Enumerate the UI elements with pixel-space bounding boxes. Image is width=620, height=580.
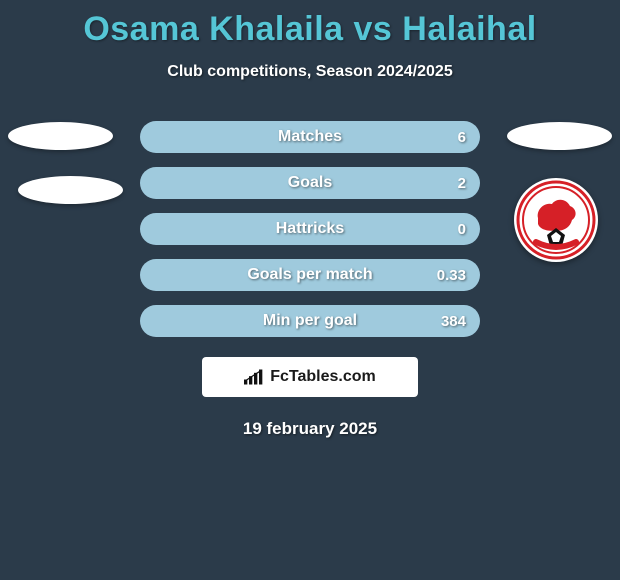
stat-bar-matches: Matches 6 (140, 121, 480, 153)
date-label: 19 february 2025 (0, 419, 620, 439)
stat-bar-min-per-goal: Min per goal 384 (140, 305, 480, 337)
stat-value: 2 (458, 175, 466, 192)
source-attribution[interactable]: FcTables.com (202, 357, 418, 397)
stat-value: 0.33 (437, 267, 466, 284)
stat-bar-hattricks: Hattricks 0 (140, 213, 480, 245)
stat-value: 384 (441, 313, 466, 330)
stats-container: Matches 6 Goals 2 Hattricks 0 Goals per … (0, 121, 620, 439)
stat-label: Matches (278, 128, 342, 146)
stat-bar-goals-per-match: Goals per match 0.33 (140, 259, 480, 291)
page-title: Osama Khalaila vs Halaihal (0, 0, 620, 49)
bar-chart-icon (244, 369, 264, 385)
stat-bar-goals: Goals 2 (140, 167, 480, 199)
stat-value: 0 (458, 221, 466, 238)
stat-value: 6 (458, 129, 466, 146)
source-label: FcTables.com (270, 368, 376, 386)
stat-label: Goals per match (247, 266, 372, 284)
subtitle: Club competitions, Season 2024/2025 (0, 63, 620, 81)
stat-label: Min per goal (263, 312, 357, 330)
stat-label: Hattricks (276, 220, 344, 238)
stat-label: Goals (288, 174, 332, 192)
